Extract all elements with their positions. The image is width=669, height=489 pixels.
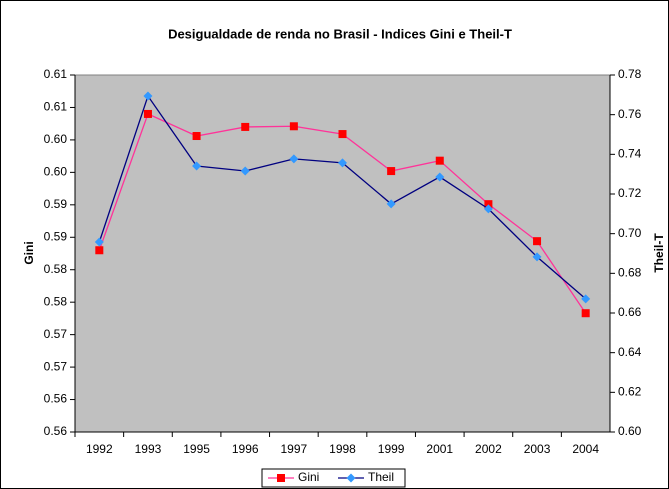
yticks-label: 0.60 — [44, 132, 68, 146]
y2ticks-label: 0.68 — [618, 266, 642, 280]
y2-axis-label: Theil-T — [652, 233, 666, 273]
x-tick-label: 2001 — [426, 442, 453, 456]
marker — [484, 200, 493, 209]
marker — [533, 237, 542, 246]
x-tick-label: 1993 — [135, 442, 162, 456]
yticks-label: 0.57 — [44, 359, 68, 373]
y2ticks-label: 0.66 — [618, 305, 642, 319]
legend-label: Theil — [368, 470, 394, 484]
marker — [143, 109, 152, 118]
marker — [387, 167, 396, 176]
y2ticks-label: 0.62 — [618, 385, 642, 399]
marker — [192, 132, 201, 141]
yticks-label: 0.57 — [44, 327, 68, 341]
legend: Gini Theil — [261, 468, 406, 488]
marker — [95, 246, 104, 255]
y2ticks-label: 0.76 — [618, 107, 642, 121]
yticks-label: 0.59 — [44, 229, 68, 243]
y2ticks-label: 0.60 — [618, 424, 642, 438]
x-tick-label: 1997 — [281, 442, 308, 456]
marker — [435, 156, 444, 165]
x-tick-label: 1995 — [183, 442, 210, 456]
yticks-label: 0.60 — [44, 165, 68, 179]
x-tick-label: 1996 — [232, 442, 259, 456]
legend-box — [261, 468, 406, 488]
y2ticks-label: 0.64 — [618, 345, 642, 359]
chart-title: Desigualdade de renda no Brasil - Indice… — [168, 26, 512, 41]
marker — [338, 130, 347, 139]
x-tick-label: 2004 — [572, 442, 599, 456]
y2ticks-label: 0.70 — [618, 226, 642, 240]
plot-area — [74, 74, 611, 433]
x-tick-label: 1992 — [86, 442, 113, 456]
yticks-label: 0.58 — [44, 294, 68, 308]
marker — [386, 199, 396, 209]
marker — [532, 252, 542, 262]
yticks-label: 0.61 — [44, 100, 68, 114]
marker — [483, 204, 493, 214]
marker — [143, 91, 153, 101]
marker — [435, 172, 445, 182]
legend-marker — [277, 474, 285, 482]
yticks-label: 0.58 — [44, 262, 68, 276]
yticks-label: 0.61 — [44, 67, 68, 81]
marker — [240, 166, 250, 176]
x-tick-label: 1999 — [378, 442, 405, 456]
legend-label: Gini — [298, 470, 319, 484]
marker — [581, 309, 590, 318]
marker — [241, 122, 250, 131]
y2ticks-label: 0.78 — [618, 67, 642, 81]
x-tick-label: 1998 — [329, 442, 356, 456]
marker — [192, 161, 202, 171]
marker — [338, 158, 347, 168]
yticks-label: 0.56 — [44, 392, 68, 406]
yticks-label: 0.56 — [44, 424, 68, 438]
yticks-label: 0.59 — [44, 197, 68, 211]
y2ticks-label: 0.74 — [618, 147, 642, 161]
marker — [94, 237, 104, 247]
y2ticks-label: 0.72 — [618, 186, 642, 200]
marker — [581, 294, 591, 304]
legend-marker — [346, 473, 356, 483]
marker — [289, 122, 298, 131]
y-axis-label: Gini — [22, 241, 36, 264]
marker — [289, 154, 299, 164]
x-tick-label: 2002 — [475, 442, 502, 456]
x-tick-label: 2003 — [524, 442, 551, 456]
